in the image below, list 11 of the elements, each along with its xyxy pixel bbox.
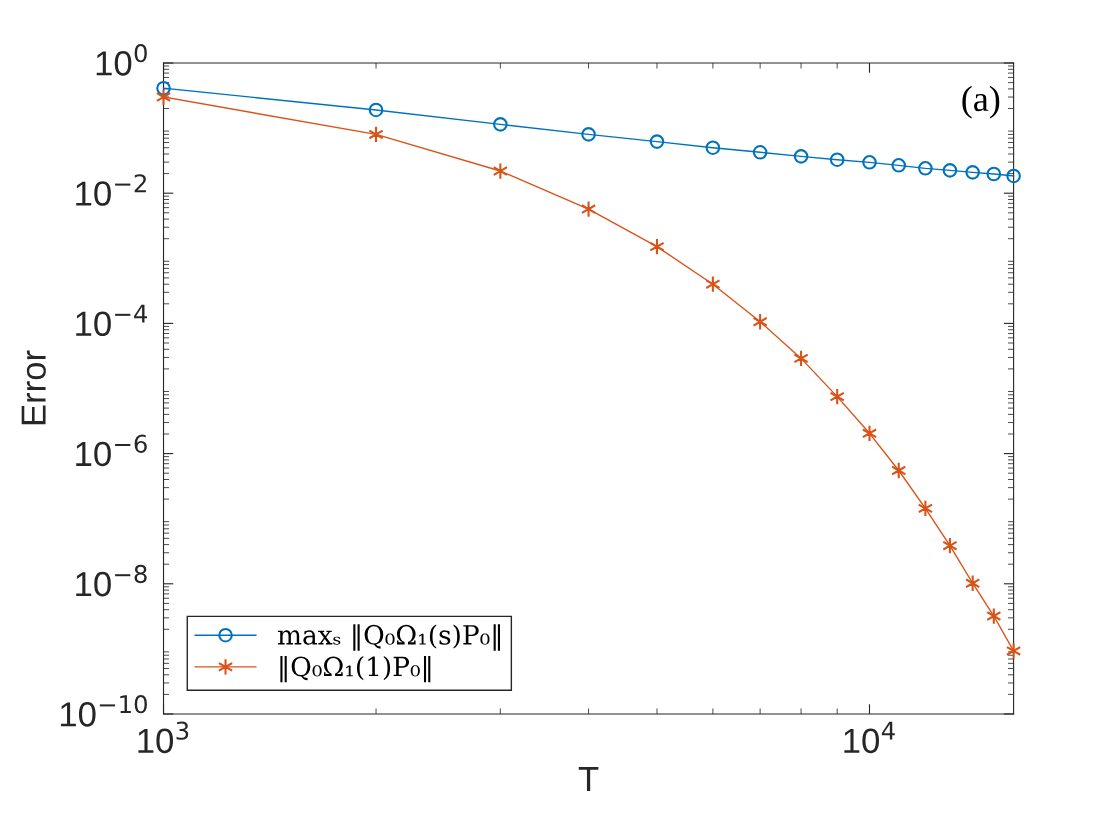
y-tick-label: 10$^{−8}$ [76, 564, 147, 597]
y-tick-label: 10$^{0}$ [96, 43, 147, 76]
y-axis-title: Error [21, 350, 46, 425]
y-tick-label: 10$^{−4}$ [76, 304, 148, 337]
legend-label: maxₛ ‖Q₀Ω₁(s)P₀‖ [277, 624, 500, 651]
annotation: (a) [962, 85, 1000, 119]
y-tick-label: 10$^{−2}$ [76, 174, 146, 206]
x-axis-title: T [578, 767, 599, 791]
legend-label: ‖Q₀Ω₁(1)P₀‖ [280, 655, 431, 683]
y-tick-label: 10$^{−6}$ [76, 434, 147, 467]
x-tick-label: 10$^{4}$ [844, 721, 895, 754]
